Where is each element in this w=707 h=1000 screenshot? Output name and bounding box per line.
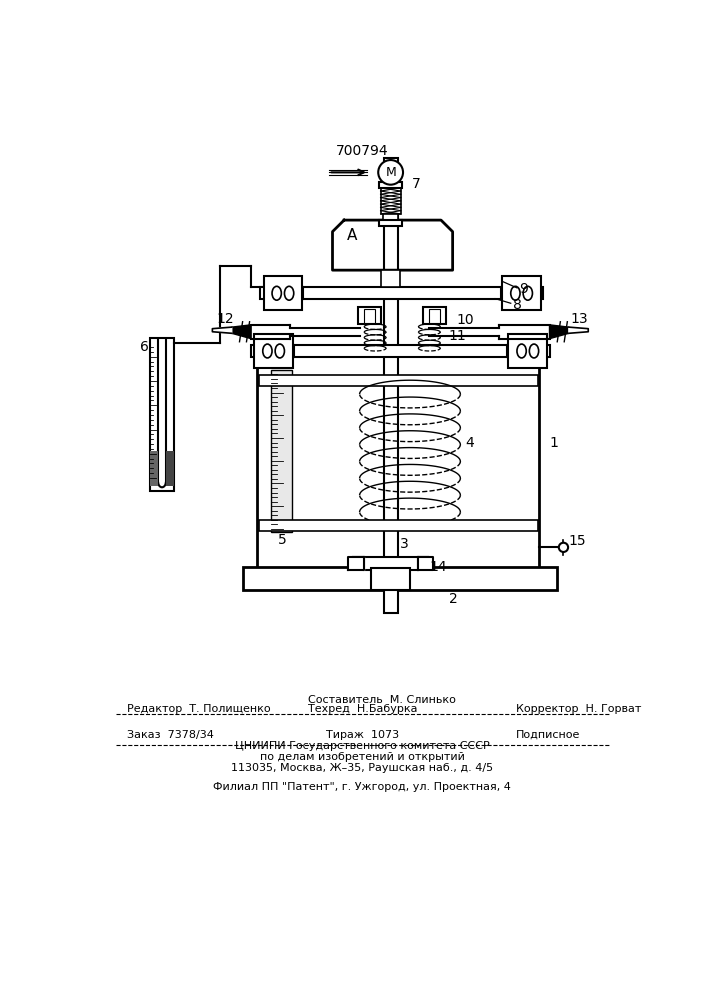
Text: Заказ  7378/34: Заказ 7378/34	[127, 730, 214, 740]
Text: 10: 10	[457, 313, 474, 327]
Text: 2: 2	[449, 592, 457, 606]
Polygon shape	[232, 325, 251, 339]
Bar	[358, 307, 381, 324]
Bar	[150, 338, 175, 491]
Ellipse shape	[284, 286, 293, 300]
Bar	[383, 214, 398, 220]
Text: по делам изобретений и открытий: по делам изобретений и открытий	[260, 752, 464, 762]
Text: Корректор  Н. Горват: Корректор Н. Горват	[516, 704, 641, 714]
Ellipse shape	[510, 286, 520, 300]
Text: 13: 13	[571, 312, 588, 326]
Polygon shape	[348, 557, 363, 570]
Bar	[243, 567, 557, 590]
Bar	[251, 345, 293, 357]
Bar	[508, 334, 547, 368]
Ellipse shape	[517, 344, 526, 358]
Text: 1: 1	[549, 436, 559, 450]
Text: Подписное: Подписное	[516, 730, 580, 740]
Text: 8: 8	[513, 298, 522, 312]
Bar	[380, 188, 401, 214]
Bar	[259, 520, 538, 531]
Bar	[264, 276, 303, 310]
Text: 9: 9	[519, 282, 528, 296]
Text: Тираж  1073: Тираж 1073	[326, 730, 399, 740]
Polygon shape	[569, 327, 588, 333]
Bar	[423, 307, 446, 324]
Text: 15: 15	[569, 534, 587, 548]
Text: А: А	[346, 228, 357, 243]
Text: 113035, Москва, Ж–35, Раушская наб., д. 4/5: 113035, Москва, Ж–35, Раушская наб., д. …	[231, 763, 493, 773]
Ellipse shape	[272, 286, 281, 300]
Text: Филиал ПП "Патент", г. Ужгород, ул. Проектная, 4: Филиал ПП "Патент", г. Ужгород, ул. Прое…	[214, 782, 511, 792]
Polygon shape	[549, 325, 569, 339]
Text: 7: 7	[412, 177, 421, 191]
Bar	[281, 345, 521, 357]
Bar	[384, 158, 397, 613]
Circle shape	[559, 543, 568, 552]
Bar	[257, 351, 539, 570]
Bar	[371, 568, 410, 590]
Bar	[290, 287, 513, 299]
Text: 6: 6	[140, 340, 149, 354]
Text: 12: 12	[216, 312, 234, 326]
Bar	[260, 287, 303, 299]
Text: 4: 4	[466, 436, 474, 450]
Text: Техред  Н.Бабурка: Техред Н.Бабурка	[308, 704, 417, 714]
Circle shape	[378, 160, 403, 185]
Bar	[259, 375, 538, 386]
Text: 14: 14	[429, 560, 447, 574]
Bar	[151, 451, 158, 486]
Bar	[429, 309, 440, 323]
Text: 11: 11	[449, 329, 467, 343]
Text: 5: 5	[279, 533, 287, 547]
Bar	[364, 309, 375, 323]
Ellipse shape	[530, 344, 539, 358]
Bar	[381, 270, 400, 287]
Text: 3: 3	[400, 536, 409, 550]
Ellipse shape	[275, 344, 284, 358]
Polygon shape	[332, 220, 452, 270]
Bar	[166, 451, 174, 486]
Text: Редактор  Т. Полищенко: Редактор Т. Полищенко	[127, 704, 270, 714]
Bar	[507, 345, 549, 357]
Bar	[271, 370, 292, 532]
Text: M: M	[385, 166, 396, 179]
Bar	[379, 220, 402, 226]
Ellipse shape	[263, 344, 272, 358]
Bar	[501, 287, 543, 299]
Text: Составитель  М. Слинько: Составитель М. Слинько	[308, 695, 455, 705]
Bar	[255, 334, 293, 368]
Polygon shape	[418, 557, 433, 570]
Bar	[363, 557, 418, 570]
Bar	[379, 182, 402, 188]
Text: 700794: 700794	[336, 144, 388, 158]
Bar	[502, 276, 541, 310]
Text: ЦНИИПИ Государственного комитета СССР: ЦНИИПИ Государственного комитета СССР	[235, 741, 490, 751]
Polygon shape	[212, 327, 232, 333]
Ellipse shape	[523, 286, 532, 300]
